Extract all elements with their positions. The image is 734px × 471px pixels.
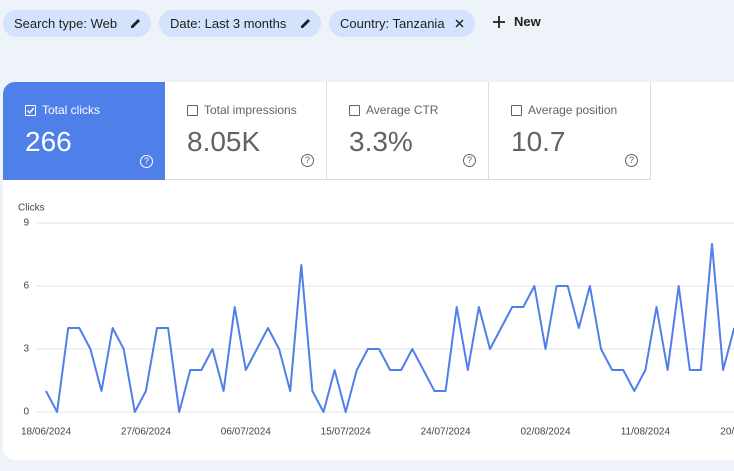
metric-label: Average CTR	[366, 103, 439, 117]
help-icon[interactable]: ?	[625, 154, 638, 167]
help-icon[interactable]: ?	[463, 154, 476, 167]
x-tick-label: 20/08/2024	[720, 427, 734, 438]
metric-value: 10.7	[511, 126, 566, 157]
metric-label: Average position	[528, 103, 618, 117]
metric-header: Total clicks	[25, 103, 100, 117]
plus-icon	[493, 15, 505, 28]
metric-value: 3.3%	[349, 126, 413, 157]
checkbox	[25, 104, 36, 116]
y-tick-label: 9	[23, 218, 29, 229]
checkbox	[187, 104, 198, 116]
metric-card[interactable]: Total clicks 266?	[3, 82, 165, 180]
metric-value: 266	[25, 126, 72, 157]
remove-icon[interactable]	[453, 17, 466, 30]
chip-label: Search type: Web	[14, 16, 118, 31]
edit-icon[interactable]	[129, 17, 142, 30]
y-tick-label: 6	[23, 281, 29, 292]
help-icon[interactable]: ?	[140, 155, 153, 168]
filter-chip[interactable]: Search type: Web	[3, 10, 151, 37]
y-tick-label: 0	[23, 407, 29, 418]
x-tick-label: 24/07/2024	[421, 427, 471, 438]
chip-label: Date: Last 3 months	[170, 16, 287, 31]
x-tick-label: 06/07/2024	[221, 427, 271, 438]
edit-icon[interactable]	[299, 17, 312, 30]
metric-value: 8.05K	[187, 126, 261, 157]
checkbox	[511, 104, 522, 116]
filter-chip[interactable]: Country: Tanzania	[329, 10, 475, 37]
metric-header: Total impressions	[187, 103, 297, 117]
checkbox	[349, 104, 360, 116]
metric-card[interactable]: Total impressions 8.05K?	[165, 82, 327, 180]
y-axis-label: Clicks	[18, 203, 45, 214]
metric-header: Average CTR	[349, 103, 438, 117]
x-tick-label: 18/06/2024	[21, 427, 71, 438]
metric-card[interactable]: Average position 10.7?	[489, 82, 651, 180]
x-tick-label: 02/08/2024	[520, 427, 570, 438]
new-button[interactable]: New	[492, 14, 541, 29]
chip-label: Country: Tanzania	[340, 16, 445, 31]
metric-header: Average position	[511, 103, 617, 117]
data-line	[45, 243, 734, 413]
metric-label: Total clicks	[42, 103, 101, 117]
filter-chip[interactable]: Date: Last 3 months	[159, 10, 321, 37]
help-icon[interactable]: ?	[301, 154, 314, 167]
metric-card[interactable]: Average CTR 3.3%?	[327, 82, 489, 180]
chart: Clicks 0 3 6 9 18/06/2024 27/06/2024 06/07/202…	[18, 203, 734, 438]
x-tick-label: 27/06/2024	[121, 427, 171, 438]
metric-label: Total impressions	[204, 103, 297, 117]
x-tick-label: 11/08/2024	[621, 427, 671, 438]
y-tick-label: 3	[23, 344, 29, 355]
new-label: New	[514, 14, 541, 29]
x-tick-label: 15/07/2024	[321, 427, 371, 438]
